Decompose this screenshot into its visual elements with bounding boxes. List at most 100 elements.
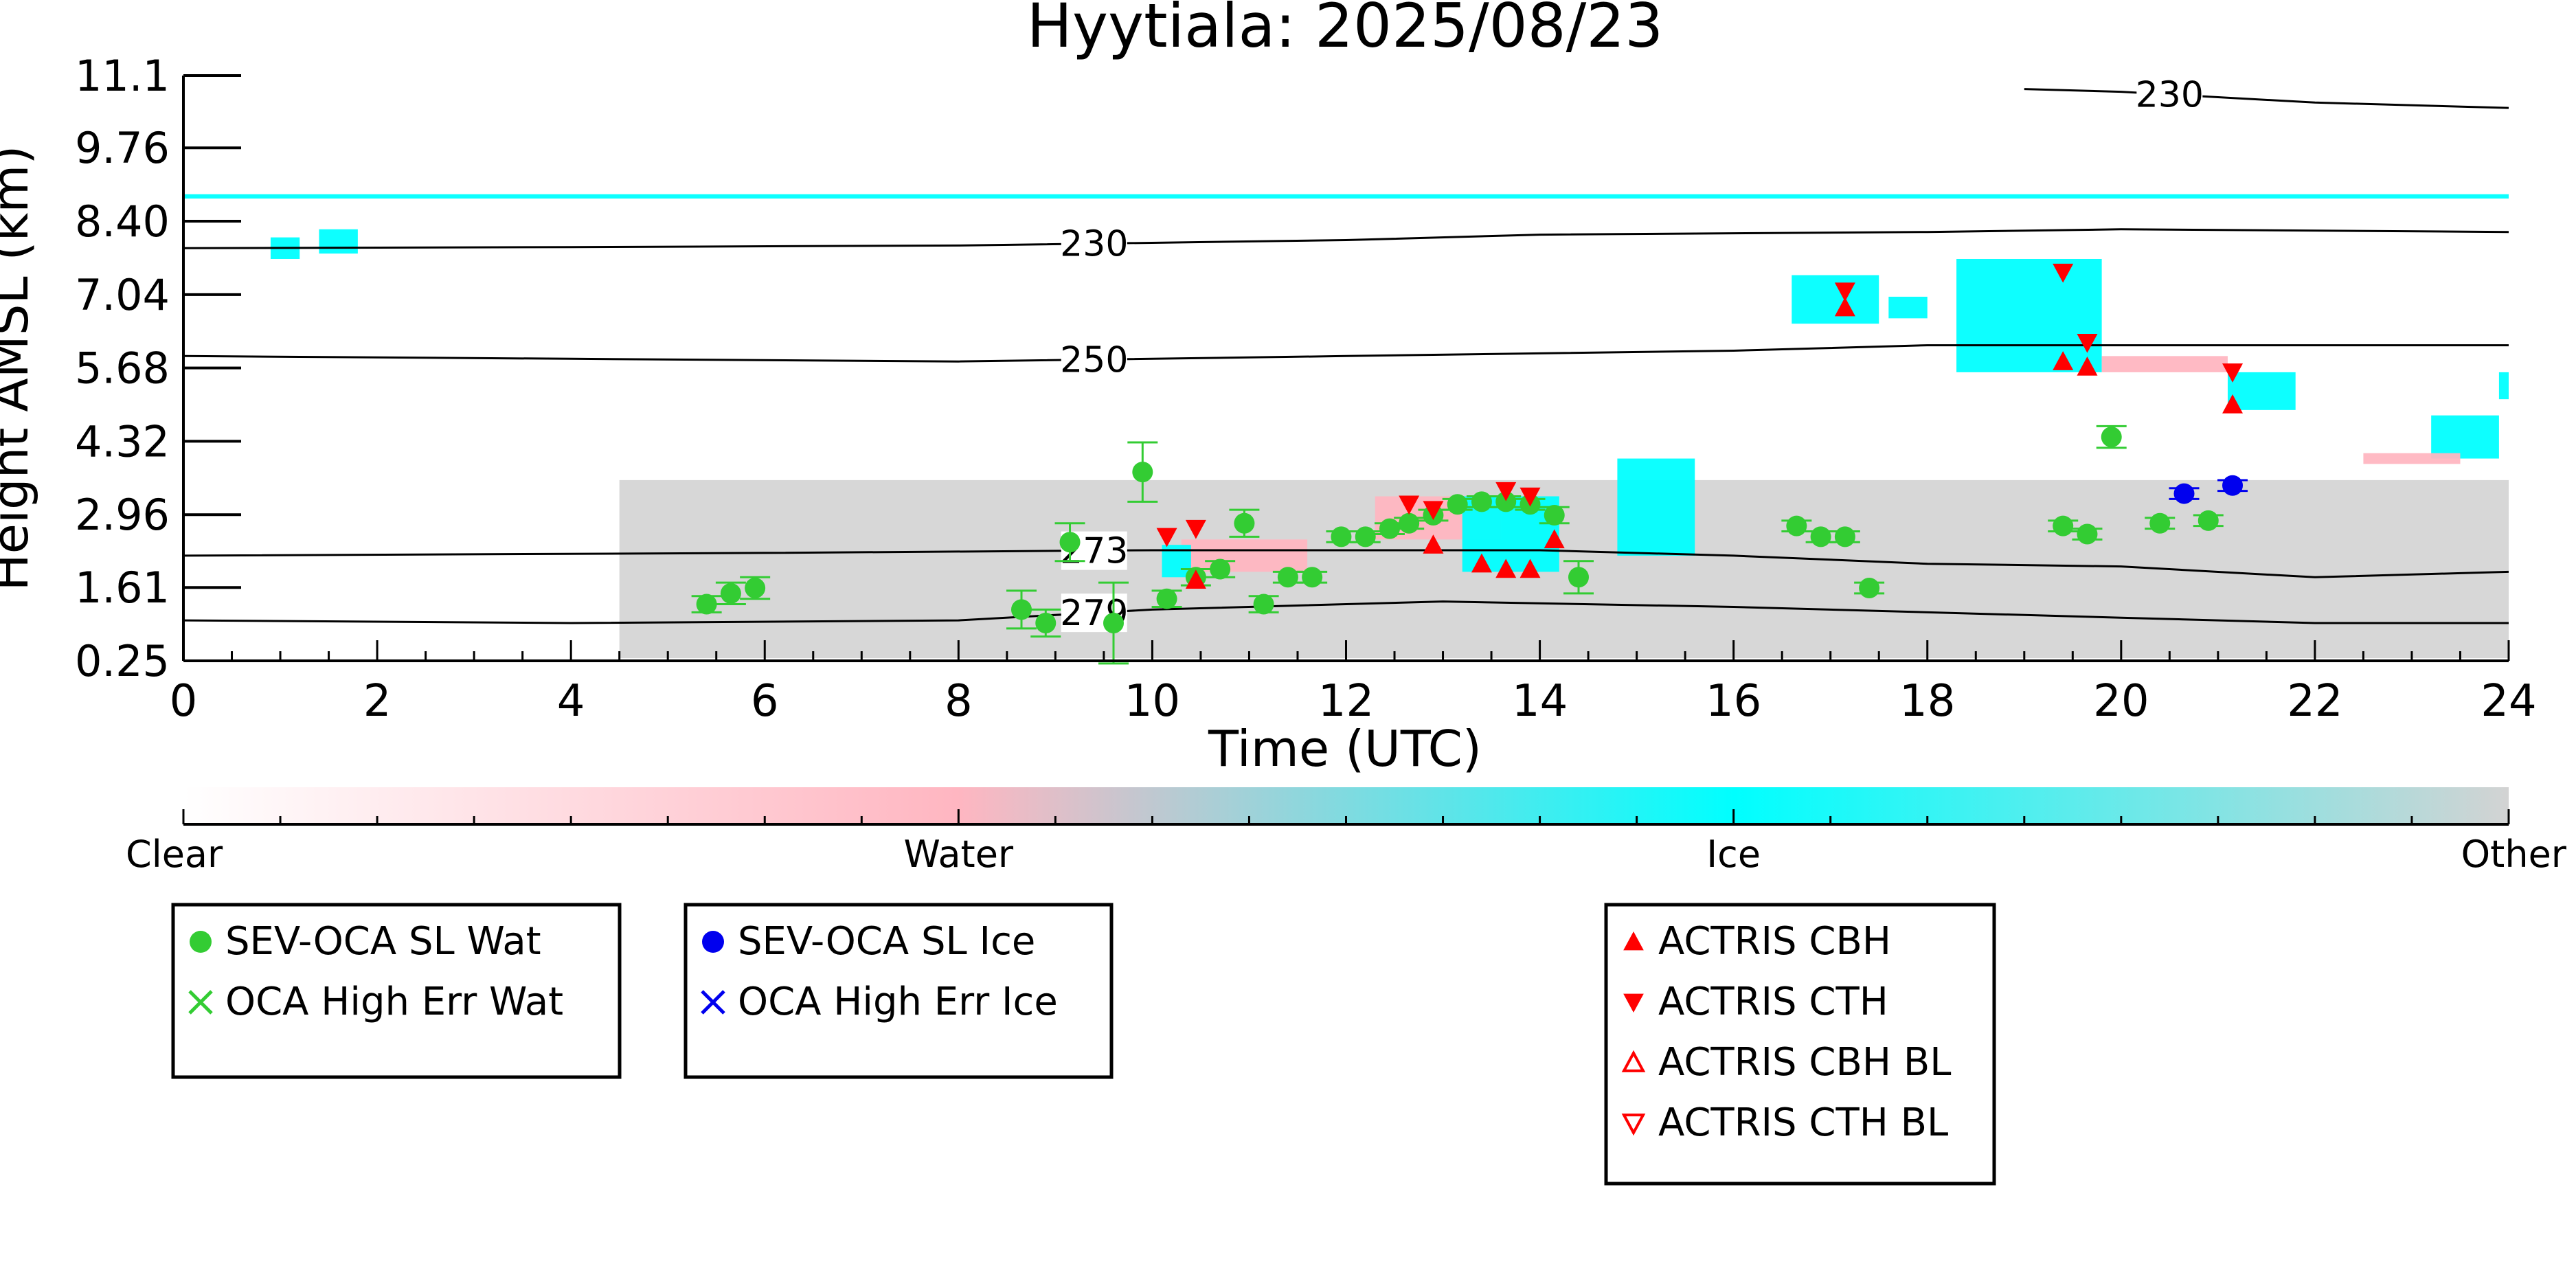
sev-oca-sl-wat-point xyxy=(1277,567,1298,588)
x-tick-label: 14 xyxy=(1512,676,1568,727)
contour-line xyxy=(183,600,2509,624)
sev-oca-sl-ice-point xyxy=(2173,483,2195,504)
cloud-mask-region-ice xyxy=(2431,415,2499,459)
legend-label: ACTRIS CBH BL xyxy=(1658,1040,1951,1085)
colorbar: Clear Water Ice Other xyxy=(126,787,2567,876)
x-tick-label: 16 xyxy=(1706,676,1761,727)
colorbar-label: Clear xyxy=(126,833,223,876)
actris-cth-marker xyxy=(1423,501,1444,521)
cloud-mask-region-ice xyxy=(2227,372,2296,410)
actris-cth-marker xyxy=(1495,482,1517,501)
actris-cbh-marker xyxy=(1519,558,1541,578)
x-axis-label: Time (UTC) xyxy=(1208,720,1482,778)
sev-oca-sl-wat-point xyxy=(1399,512,1420,534)
cloud-mask-region-ice xyxy=(2498,372,2509,400)
sev-oca-sl-wat-point xyxy=(2053,515,2074,536)
cloud-mask-region-ice xyxy=(1617,458,1695,556)
legend-box xyxy=(1604,903,1996,1186)
x-tick-label: 2 xyxy=(363,676,392,727)
actris-cth-marker xyxy=(2222,363,2244,383)
sev-oca-sl-wat-point xyxy=(696,594,717,615)
contour-label-bg xyxy=(1061,224,1127,263)
legend-marker-circle xyxy=(702,931,724,953)
sev-oca-sl-wat-point xyxy=(1568,567,1589,588)
legend-marker-x xyxy=(701,990,725,1015)
sev-oca-sl-wat-point xyxy=(1210,558,1231,580)
x-tick-label: 20 xyxy=(2093,676,2149,727)
sev-oca-sl-wat-point xyxy=(2149,512,2171,534)
sev-oca-sl-wat-point xyxy=(1302,567,1323,588)
actris-cbh-marker xyxy=(1834,297,1855,317)
sev-oca-sl-wat-point xyxy=(1234,512,1255,534)
sev-oca-sl-wat-point xyxy=(1495,491,1517,512)
sev-oca-sl-wat-point xyxy=(2077,523,2098,545)
sev-oca-sl-wat-point xyxy=(1379,518,1400,539)
legend-marker-triangle-up xyxy=(1623,931,1644,951)
actris-cbh-marker xyxy=(2222,394,2244,414)
legend-label: SEV-OCA SL Wat xyxy=(225,919,541,964)
colorbar-ticks xyxy=(182,809,2510,824)
x-tick-label: 10 xyxy=(1125,676,1180,727)
actris-cth-marker xyxy=(1834,282,1855,302)
y-tick-label: 8.40 xyxy=(75,196,170,247)
sev-oca-sl-wat-point xyxy=(1859,577,1880,598)
y-tick-label: 4.32 xyxy=(75,416,170,466)
sev-oca-sl-wat-point xyxy=(1059,532,1081,553)
actris-cth-marker xyxy=(1156,528,1177,547)
sev-oca-sl-wat-point xyxy=(720,583,741,604)
actris-cbh-marker xyxy=(1471,553,1492,573)
cloud-mask-region-water xyxy=(2363,453,2461,464)
legend-label: SEV-OCA SL Ice xyxy=(738,919,1035,964)
actris-cbh-marker xyxy=(1544,529,1565,549)
y-tick-label: 2.96 xyxy=(75,490,170,540)
legend-box xyxy=(171,903,622,1079)
legend-label: ACTRIS CBH xyxy=(1658,919,1891,964)
x-tick-label: 4 xyxy=(557,676,585,727)
data-markers xyxy=(691,263,2248,665)
sev-oca-sl-wat-point xyxy=(1156,588,1177,609)
contour-line xyxy=(183,549,2509,578)
y-tick-label: 9.76 xyxy=(75,123,170,173)
x-tick-label: 22 xyxy=(2287,676,2342,727)
chart-title: Hyytiala: 2025/08/23 xyxy=(1027,0,1663,61)
cloud-mask-region-water xyxy=(1181,539,1308,572)
actris-cth-marker xyxy=(2053,263,2074,283)
contour-label-bg xyxy=(1061,340,1127,379)
contour-label: 230 xyxy=(1060,224,1128,265)
actris-cbh-marker xyxy=(2053,351,2074,370)
colorbar-label: Ice xyxy=(1706,833,1761,876)
contour-line xyxy=(183,344,2509,363)
x-tick-label: 0 xyxy=(170,676,198,727)
sev-oca-sl-wat-point xyxy=(1011,599,1032,620)
actris-cth-marker xyxy=(1185,519,1206,539)
contour-label-bg xyxy=(2136,76,2203,114)
sev-oca-sl-wat-point xyxy=(1035,613,1057,634)
cloud-mask xyxy=(183,194,2509,659)
contour-label: 250 xyxy=(1060,339,1128,381)
cloud-mask-region-ice xyxy=(183,194,2509,199)
actris-cbh-marker xyxy=(1495,558,1517,578)
y-axis-ticks: 0.25 1.61 2.96 4.32 5.68 7.04 8.40 9.76 11.1 xyxy=(75,51,241,686)
sev-oca-sl-wat-point xyxy=(1103,613,1124,634)
sev-oca-sl-wat-point xyxy=(1810,526,1831,547)
legend-marker-triangle-up xyxy=(1621,1050,1646,1072)
cloud-mask-region-other xyxy=(619,479,2509,659)
legend-box xyxy=(683,903,1114,1079)
sev-oca-sl-wat-point xyxy=(2197,510,2219,531)
legends: SEV-OCA SL Wat OCA High Err Wat SEV-OCA SL… xyxy=(171,903,1996,1186)
sev-oca-sl-wat-point xyxy=(1786,515,1807,536)
x-axis-ticks: 0 2 4 6 8 10 12 14 16 18 20 22 24 xyxy=(170,640,2537,727)
x-tick-label: 6 xyxy=(751,676,779,727)
sev-oca-sl-wat-point xyxy=(1471,491,1492,512)
sev-oca-sl-wat-point xyxy=(1447,494,1468,515)
y-tick-label: 0.25 xyxy=(75,636,170,686)
sev-oca-sl-ice-point xyxy=(2222,475,2244,496)
actris-cbh-marker xyxy=(1185,569,1206,589)
x-tick-label: 18 xyxy=(1899,676,1955,727)
sev-oca-sl-wat-point xyxy=(1132,462,1153,483)
legend-marker-triangle-down xyxy=(1621,1114,1646,1136)
sev-oca-sl-wat-point xyxy=(1355,526,1376,547)
